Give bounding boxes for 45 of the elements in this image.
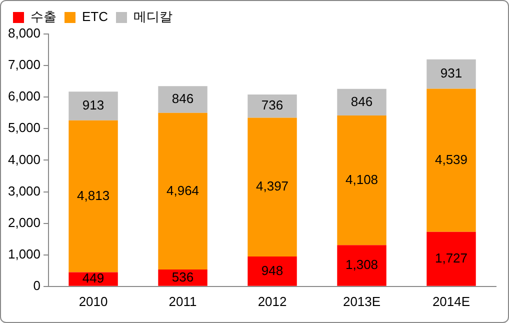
legend-label: ETC — [82, 9, 108, 24]
data-label: 736 — [261, 98, 284, 113]
y-tick-label: 5,000 — [8, 120, 41, 136]
data-label: 4,964 — [166, 182, 200, 198]
bar — [337, 88, 386, 116]
x-tick-label: 2010 — [78, 294, 108, 309]
bar — [68, 120, 118, 272]
bar — [248, 94, 297, 118]
bar — [426, 59, 476, 89]
data-label: 4,108 — [345, 172, 378, 187]
x-tick-label: 2011 — [168, 294, 197, 309]
y-tick-label: 6,000 — [8, 88, 41, 104]
data-label: 4,397 — [256, 178, 289, 194]
data-label: 4,539 — [434, 152, 468, 167]
bar — [248, 256, 297, 286]
x-tick-label: 2013E — [342, 294, 381, 309]
y-tick-label: 2,000 — [8, 214, 41, 230]
data-label: 846 — [350, 94, 373, 109]
data-label: 948 — [261, 262, 284, 278]
x-tick-label: 2014E — [432, 294, 470, 309]
bar — [158, 112, 208, 270]
data-label: 449 — [82, 270, 104, 286]
data-label: 1,308 — [345, 257, 378, 272]
x-tick-label: 2012 — [258, 294, 287, 309]
bar — [68, 92, 118, 120]
y-tick-label: 4,000 — [8, 152, 41, 167]
bar — [158, 86, 208, 113]
y-tick-label: 3,000 — [8, 183, 41, 198]
bar — [337, 245, 386, 286]
bar — [337, 116, 386, 246]
data-label: 4,813 — [77, 188, 110, 203]
data-label: 931 — [440, 66, 462, 81]
y-tick-label: 1,000 — [8, 246, 41, 262]
data-label: 536 — [172, 269, 194, 284]
data-label: 913 — [82, 98, 104, 113]
data-label: 846 — [172, 91, 194, 106]
bar — [426, 232, 476, 286]
bar — [248, 118, 297, 256]
data-label: 1,727 — [434, 250, 468, 266]
y-tick-label: 0 — [33, 278, 41, 293]
legend-label: 수출 — [30, 9, 56, 24]
legend-label: 메디칼 — [134, 9, 172, 24]
y-tick-label: 7,000 — [8, 57, 41, 72]
bar — [426, 88, 476, 232]
y-tick-label: 8,000 — [8, 26, 41, 41]
